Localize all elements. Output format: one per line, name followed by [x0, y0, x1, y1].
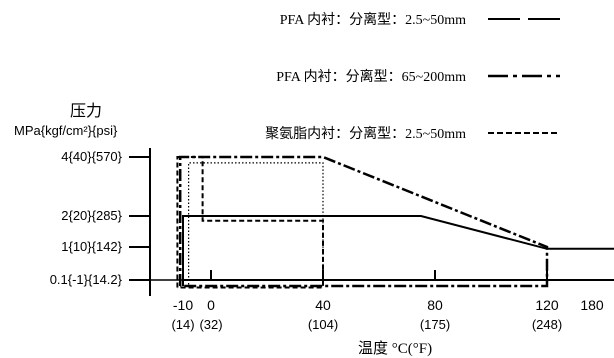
x-tick-label-1: 0 — [207, 297, 215, 313]
legend-label-2: 聚氨脂内衬：分离型：2.5~50mm — [265, 125, 466, 142]
x-tick-label-0: -10 — [173, 297, 193, 313]
y-tick-label-3: 0.1{-1}{14.2} — [50, 272, 123, 287]
series-line-0 — [182, 215, 614, 286]
series-lines — [176, 155, 614, 289]
legend-label-1: PFA 内衬：分离型：65~200mm — [276, 68, 466, 85]
x-tick-sublabel-4: (248) — [532, 317, 562, 332]
x-tick-sublabel-3: (175) — [420, 317, 450, 332]
y-axis-title-units: MPa{kgf/cm²}{psi} — [14, 123, 118, 138]
x-tick-label-6: 180 — [580, 297, 604, 313]
x-tick-sublabel-1: (32) — [199, 317, 222, 332]
y-tick-label-2: 1{10}{142} — [61, 239, 122, 254]
legend-label-0: PFA 内衬：分离型：2.5~50mm — [280, 11, 466, 28]
y-axis-title-chinese: 压力 — [70, 102, 102, 120]
y-tick-label-1: 2{20}{285} — [61, 208, 122, 223]
x-axis-title: 温度 °C(°F) — [358, 340, 432, 357]
x-tick-label-4: 120 — [535, 297, 559, 313]
x-tick-sublabel-2: (104) — [308, 317, 338, 332]
legend: PFA 内衬：分离型：2.5~50mm PFA 内衬：分离型：65~200mm 聚氨… — [265, 11, 560, 142]
series-line-2 — [176, 156, 324, 289]
series-line-1 — [178, 155, 549, 288]
x-tick-sublabel-0: (14) — [171, 317, 194, 332]
dotted-boundary-0 — [188, 162, 324, 285]
y-tick-label-0: 4{40}{570} — [61, 149, 122, 164]
x-tick-label-2: 40 — [315, 297, 331, 313]
x-tick-label-3: 80 — [427, 297, 443, 313]
